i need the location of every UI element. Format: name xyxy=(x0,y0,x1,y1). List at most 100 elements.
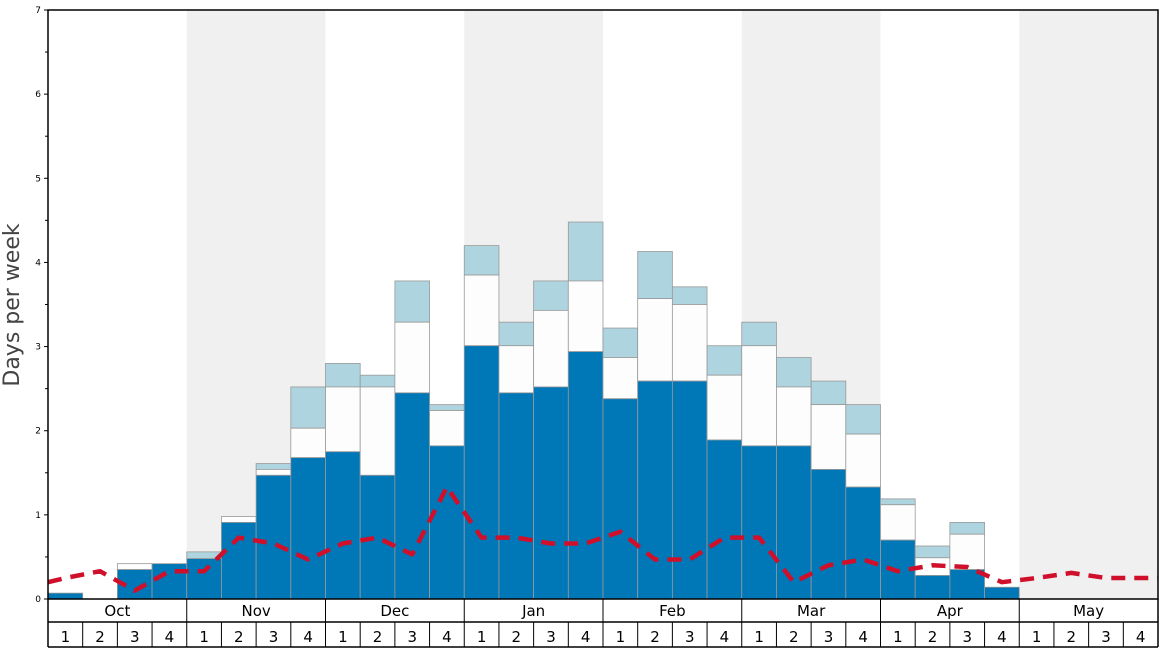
bar-dark-segment xyxy=(325,451,361,600)
week-label: 1 xyxy=(199,628,209,646)
bar-dark-segment xyxy=(498,392,535,600)
month-label-jan: Jan xyxy=(521,602,545,620)
week-label: 3 xyxy=(824,628,834,646)
bar-light-segment xyxy=(880,498,916,506)
week-label: 4 xyxy=(165,628,175,646)
week-label: 1 xyxy=(61,628,71,646)
week-label: 4 xyxy=(997,628,1007,646)
bar-light-segment xyxy=(359,374,396,388)
bar-light-segment xyxy=(706,345,743,376)
bar-middle-segment xyxy=(637,298,673,382)
bar-middle-segment xyxy=(394,321,430,394)
bar-middle-segment xyxy=(776,386,812,447)
line-layer xyxy=(47,484,1158,593)
week-label: 4 xyxy=(1136,628,1146,646)
month-label-dec: Dec xyxy=(380,602,409,620)
bar-dark-segment xyxy=(359,474,396,600)
bar-light-segment xyxy=(567,221,604,282)
week-label: 1 xyxy=(893,628,903,646)
bar-middle-segment xyxy=(463,274,500,347)
bar-dark-segment xyxy=(533,386,569,600)
week-label: 3 xyxy=(130,628,140,646)
month-label-may: May xyxy=(1073,602,1104,620)
bar-light-segment xyxy=(463,245,500,276)
y-tick-label: 5 xyxy=(35,174,41,184)
bar-light-segment xyxy=(533,280,569,311)
bar-light-segment xyxy=(810,380,847,406)
week-label: 2 xyxy=(95,628,105,646)
week-label: 4 xyxy=(858,628,868,646)
bar-dark-segment xyxy=(255,474,292,600)
bar-dark-segment xyxy=(290,457,326,600)
month-label-feb: Feb xyxy=(659,602,686,620)
bar-dark-segment xyxy=(741,445,777,600)
plot-frame xyxy=(47,9,1159,600)
bar-middle-segment xyxy=(325,386,361,453)
week-label: 2 xyxy=(373,628,383,646)
week-label: 4 xyxy=(581,628,591,646)
y-tick-label: 3 xyxy=(35,343,41,353)
y-tick-label: 0 xyxy=(35,595,41,605)
bar-dark-segment xyxy=(810,469,847,600)
y-tick-label: 2 xyxy=(35,427,41,437)
bar-middle-segment xyxy=(429,410,465,447)
week-label: 1 xyxy=(338,628,348,646)
bar-middle-segment xyxy=(949,533,985,570)
bar-middle-segment xyxy=(567,280,604,353)
week-label: 2 xyxy=(1067,628,1077,646)
bar-light-segment xyxy=(776,357,812,388)
week-label: 1 xyxy=(1032,628,1042,646)
month-label-nov: Nov xyxy=(241,602,270,620)
bar-light-segment xyxy=(325,362,361,388)
bar-light-segment xyxy=(949,522,985,535)
bar-middle-segment xyxy=(290,427,326,459)
bar-middle-segment xyxy=(255,469,292,476)
bar-light-segment xyxy=(914,545,951,559)
week-label: 4 xyxy=(442,628,452,646)
bar-middle-segment xyxy=(221,516,257,523)
line-series xyxy=(47,484,1158,593)
week-label: 3 xyxy=(407,628,417,646)
week-label: 4 xyxy=(720,628,730,646)
bar-light-segment xyxy=(290,386,326,429)
bar-middle-segment xyxy=(671,304,708,382)
bar-middle-segment xyxy=(359,386,396,476)
week-label: 2 xyxy=(928,628,938,646)
week-label: 3 xyxy=(269,628,279,646)
week-label: 3 xyxy=(546,628,556,646)
bar-dark-segment xyxy=(671,380,708,600)
bar-dark-segment xyxy=(706,439,743,600)
y-tick-label: 6 xyxy=(35,90,41,100)
bar-light-segment xyxy=(671,286,708,305)
bar-middle-segment xyxy=(602,357,639,400)
bar-light-segment xyxy=(498,321,535,347)
bar-light-segment xyxy=(429,404,465,411)
x-axis: Oct 1 2 3 4 Nov 1 2 3 4 Dec 1 2 3 4 Jan 1 2 3 4 Feb 1 2 3 4 Mar 1 2… xyxy=(47,599,1159,648)
bar-dark-segment xyxy=(984,586,1020,600)
bar-middle-segment xyxy=(116,563,153,570)
week-label: 4 xyxy=(303,628,313,646)
bar-middle-segment xyxy=(741,345,777,447)
week-label: 3 xyxy=(1101,628,1111,646)
bar-light-segment xyxy=(637,251,673,300)
month-band-may xyxy=(1019,10,1158,599)
week-label: 2 xyxy=(650,628,660,646)
bar-dark-segment xyxy=(637,380,673,600)
bar-dark-segment xyxy=(394,392,430,600)
bar-dark-segment xyxy=(567,351,604,600)
bar-dark-segment xyxy=(429,445,465,600)
y-axis: 0 1 2 3 4 5 6 7 xyxy=(35,6,48,605)
bar-light-segment xyxy=(394,280,430,323)
week-label: 3 xyxy=(962,628,972,646)
bar-light-segment xyxy=(845,404,881,435)
week-label: 2 xyxy=(789,628,799,646)
week-label: 2 xyxy=(234,628,244,646)
bar-middle-segment xyxy=(533,309,569,388)
week-label: 1 xyxy=(477,628,487,646)
month-label-oct: Oct xyxy=(104,602,130,620)
bar-middle-segment xyxy=(845,433,881,488)
y-tick-label: 4 xyxy=(35,258,41,268)
bar-dark-segment xyxy=(221,522,257,600)
bar-dark-segment xyxy=(914,575,951,600)
